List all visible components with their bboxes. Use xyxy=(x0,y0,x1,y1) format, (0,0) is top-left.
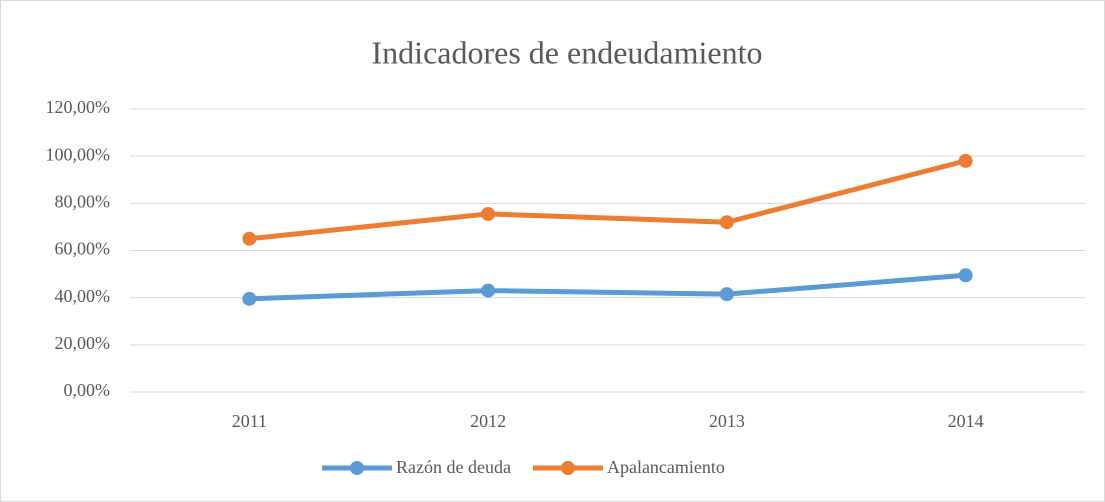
legend-marker xyxy=(350,461,364,475)
series-line xyxy=(246,272,969,302)
legend-label: Apalancamiento xyxy=(607,457,725,477)
y-tick-label: 20,00% xyxy=(55,333,111,353)
data-point xyxy=(719,215,734,230)
data-point xyxy=(958,268,973,283)
legend-label: Razón de deuda xyxy=(396,457,511,477)
y-tick-label: 80,00% xyxy=(55,191,111,211)
series-line xyxy=(246,158,969,242)
x-tick-label: 2011 xyxy=(232,411,267,431)
data-point xyxy=(958,153,973,168)
data-point xyxy=(242,291,257,306)
y-tick-label: 40,00% xyxy=(55,286,111,306)
legend-marker xyxy=(560,461,575,475)
chart-title: Indicadores de endeudamiento xyxy=(372,34,763,70)
x-tick-label: 2013 xyxy=(709,411,745,431)
data-point xyxy=(719,287,734,302)
x-tick-label: 2012 xyxy=(470,411,506,431)
data-point xyxy=(242,231,257,246)
data-point xyxy=(481,206,496,221)
y-tick-label: 120,00% xyxy=(46,97,111,117)
y-tick-label: 60,00% xyxy=(55,239,111,259)
y-tick-label: 0,00% xyxy=(64,380,111,400)
y-tick-label: 100,00% xyxy=(46,144,111,164)
data-point xyxy=(481,283,496,298)
x-tick-label: 2014 xyxy=(948,411,984,431)
